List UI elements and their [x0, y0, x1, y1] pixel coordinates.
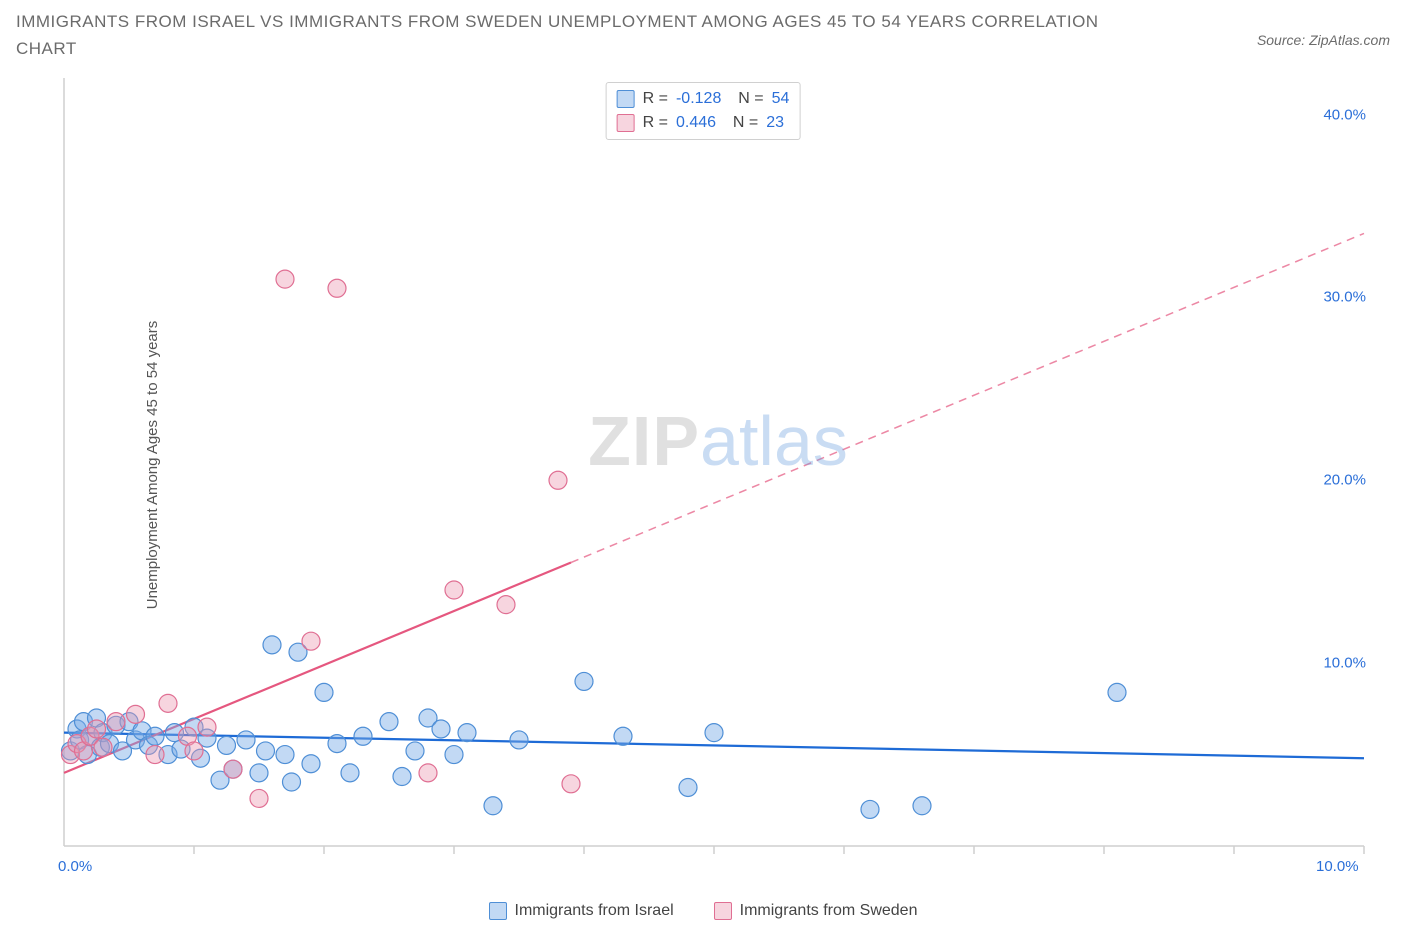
legend-label: Immigrants from Sweden: [740, 902, 918, 920]
stats-row-sweden: R = 0.446 N = 23: [617, 111, 790, 135]
swatch-sweden: [714, 902, 732, 920]
n-value: 54: [772, 87, 790, 111]
y-tick-label: 10.0%: [1323, 655, 1366, 672]
r-value: -0.128: [676, 87, 721, 111]
scatter-chart-svg: [54, 78, 1382, 868]
r-value: 0.446: [676, 111, 716, 135]
y-tick-label: 40.0%: [1323, 106, 1366, 123]
x-tick-label: 0.0%: [58, 858, 92, 875]
source-attribution: Source: ZipAtlas.com: [1257, 32, 1390, 48]
n-value: 23: [766, 111, 784, 135]
swatch-israel: [489, 902, 507, 920]
x-tick-label: 10.0%: [1316, 858, 1359, 875]
legend-item-israel: Immigrants from Israel: [489, 902, 674, 920]
legend-label: Immigrants from Israel: [515, 902, 674, 920]
legend-item-sweden: Immigrants from Sweden: [714, 902, 918, 920]
y-tick-label: 20.0%: [1323, 472, 1366, 489]
bottom-legend: Immigrants from Israel Immigrants from Sw…: [0, 902, 1406, 920]
r-label: R =: [643, 111, 668, 135]
swatch-israel: [617, 90, 635, 108]
swatch-sweden: [617, 114, 635, 132]
r-label: R =: [643, 87, 668, 111]
n-label: N =: [724, 111, 758, 135]
chart-plot-area: ZIPatlas 10.0%20.0%30.0%40.0% 0.0%10.0%: [54, 78, 1382, 868]
n-label: N =: [729, 87, 763, 111]
chart-title: IMMIGRANTS FROM ISRAEL VS IMMIGRANTS FRO…: [16, 8, 1116, 62]
y-tick-label: 30.0%: [1323, 289, 1366, 306]
correlation-stats-box: R = -0.128 N = 54R = 0.446 N = 23: [606, 82, 801, 140]
stats-row-israel: R = -0.128 N = 54: [617, 87, 790, 111]
